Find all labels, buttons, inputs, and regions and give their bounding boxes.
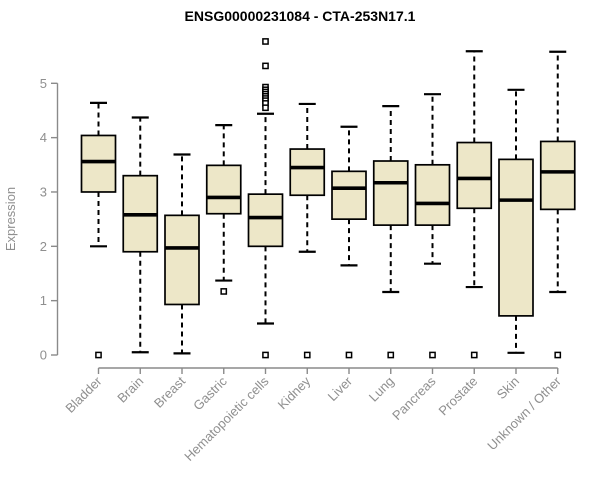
outlier-point — [262, 104, 269, 112]
box-group-unknown-other — [539, 50, 576, 359]
outlier-point — [387, 351, 395, 359]
chart-title: ENSG00000231084 - CTA-253N17.1 — [185, 8, 416, 24]
y-tick-label: 3 — [40, 184, 47, 199]
box-group-prostate — [456, 50, 493, 359]
iqr-box — [289, 148, 326, 197]
box-group-kidney — [289, 102, 326, 359]
box-group-hematopoietic-cells — [247, 38, 284, 359]
box-group-pancreas — [414, 93, 451, 359]
x-tick-label: Brain — [114, 374, 146, 406]
outlier-point — [262, 38, 269, 45]
x-tick-label: Unknown / Other — [484, 373, 564, 453]
outlier-point — [303, 351, 311, 359]
outlier-point — [262, 62, 269, 70]
outlier-point — [554, 351, 562, 359]
x-tick-label: Skin — [494, 374, 522, 402]
box-group-brain — [122, 116, 159, 354]
iqr-box — [164, 214, 200, 306]
x-tick-label: Liver — [325, 373, 356, 404]
box-series — [80, 38, 576, 359]
iqr-box — [80, 134, 117, 193]
outlier-point — [95, 351, 102, 359]
x-tick-label: Prostate — [436, 374, 481, 419]
iqr-box — [539, 140, 576, 211]
outlier-point — [470, 351, 478, 359]
box-group-liver — [331, 125, 367, 359]
x-tick-label: Lung — [366, 374, 397, 405]
outlier-point — [429, 351, 436, 359]
y-axis: 0 1 2 3 4 5 — [40, 76, 59, 363]
box-group-skin — [498, 88, 534, 354]
x-tick-label: Bladder — [62, 373, 105, 416]
box-group-lung — [372, 105, 409, 359]
iqr-box — [331, 170, 367, 220]
y-axis-label: Expression — [3, 187, 18, 251]
iqr-box — [205, 164, 242, 215]
y-tick-label: 0 — [40, 348, 47, 363]
iqr-box — [456, 141, 493, 210]
iqr-box — [372, 160, 409, 226]
outlier-point — [345, 351, 353, 359]
y-tick-label: 5 — [40, 76, 47, 91]
x-tick-label: Pancreas — [389, 373, 439, 423]
y-tick-label: 4 — [40, 130, 47, 145]
iqr-box — [414, 163, 451, 226]
y-tick-label: 1 — [40, 293, 47, 308]
x-tick-label: Gastric — [190, 373, 230, 413]
outlier-point — [262, 351, 269, 359]
iqr-box — [247, 193, 284, 248]
box-group-gastric — [205, 124, 242, 295]
x-tick-label: Breast — [151, 373, 188, 410]
iqr-box — [498, 158, 534, 317]
y-tick-label: 2 — [40, 239, 47, 254]
box-group-breast — [164, 153, 200, 355]
outlier-point — [220, 288, 228, 295]
box-group-bladder — [80, 101, 117, 359]
x-tick-label: Kidney — [275, 373, 314, 412]
